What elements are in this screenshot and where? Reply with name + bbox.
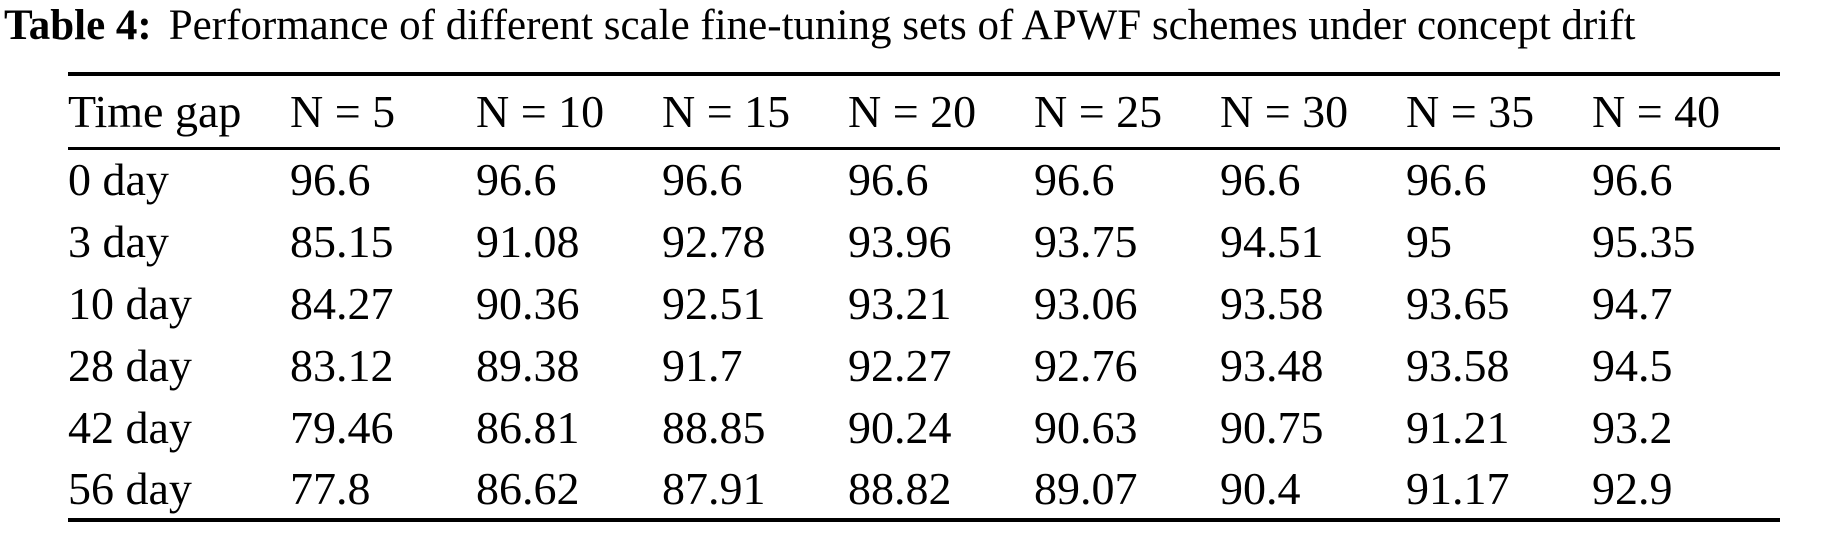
table-cell: 92.27 [848,339,952,391]
table-cell: 77.8 [290,462,371,514]
table-cell: 88.82 [848,462,952,514]
table-cell: 91.7 [662,339,743,391]
table-caption-label: Table 4: [4,2,152,49]
column-header-n25: N = 25 [1034,85,1163,137]
table-cell: 91.17 [1406,462,1510,514]
table-caption: Table 4: Performance of different scale f… [4,0,1635,52]
table-cell: 93.58 [1406,339,1510,391]
column-header-n10: N = 10 [476,85,605,137]
table-cell: 93.48 [1220,339,1324,391]
table-cell: 87.91 [662,462,766,514]
column-header-time-gap: Time gap [68,85,242,137]
table-cell: 93.21 [848,277,952,329]
table-cell: 92.51 [662,277,766,329]
table-row: 10 day 84.27 90.36 92.51 93.21 93.06 93.… [68,272,1780,334]
column-header-n20: N = 20 [848,85,977,137]
table-cell: 93.96 [848,215,952,267]
table-cell: 96.6 [662,154,743,206]
table-cell: 84.27 [290,277,394,329]
row-label: 0 day [68,154,169,206]
table-row: 28 day 83.12 89.38 91.7 92.27 92.76 93.4… [68,334,1780,396]
table-cell: 95.35 [1592,215,1696,267]
table-cell: 91.21 [1406,401,1510,453]
table-cell: 96.6 [1220,154,1301,206]
column-header-n35: N = 35 [1406,85,1535,137]
table-cell: 93.65 [1406,277,1510,329]
column-header-n15: N = 15 [662,85,791,137]
table-cell: 85.15 [290,215,394,267]
table-cell: 94.7 [1592,277,1673,329]
table-cell: 90.24 [848,401,952,453]
table-cell: 93.06 [1034,277,1138,329]
table-cell: 92.9 [1592,462,1673,514]
table-cell: 93.2 [1592,401,1673,453]
header-row: Time gap N = 5 N = 10 N = 15 N = 20 N = … [68,74,1780,148]
table-cell: 96.6 [848,154,929,206]
row-label: 56 day [68,462,192,514]
table-cell: 96.6 [290,154,371,206]
performance-table: Time gap N = 5 N = 10 N = 15 N = 20 N = … [68,72,1780,522]
table-cell: 93.75 [1034,215,1138,267]
table-row: 0 day 96.6 96.6 96.6 96.6 96.6 96.6 96.6… [68,148,1780,210]
column-header-n5: N = 5 [290,85,396,137]
table-cell: 93.58 [1220,277,1324,329]
table-cell: 92.78 [662,215,766,267]
table-cell: 90.63 [1034,401,1138,453]
row-label: 3 day [68,215,169,267]
table-row: 42 day 79.46 86.81 88.85 90.24 90.63 90.… [68,396,1780,458]
row-label: 28 day [68,339,192,391]
table-cell: 95 [1406,215,1452,267]
table-cell: 90.36 [476,277,580,329]
table-cell: 96.6 [476,154,557,206]
table-cell: 96.6 [1034,154,1115,206]
table-cell: 88.85 [662,401,766,453]
column-header-n30: N = 30 [1220,85,1349,137]
row-label: 10 day [68,277,192,329]
table-cell: 90.4 [1220,462,1301,514]
row-label: 42 day [68,401,192,453]
table-cell: 92.76 [1034,339,1138,391]
table-cell: 79.46 [290,401,394,453]
table-cell: 94.51 [1220,215,1324,267]
table-cell: 86.62 [476,462,580,514]
table-cell: 89.07 [1034,462,1138,514]
table-row: 56 day 77.8 86.62 87.91 88.82 89.07 90.4… [68,458,1780,520]
table-cell: 91.08 [476,215,580,267]
table-cell: 86.81 [476,401,580,453]
table-row: 3 day 85.15 91.08 92.78 93.96 93.75 94.5… [68,210,1780,272]
table-cell: 96.6 [1592,154,1673,206]
table-cell: 83.12 [290,339,394,391]
table-cell: 90.75 [1220,401,1324,453]
table-cell: 94.5 [1592,339,1673,391]
table-cell: 89.38 [476,339,580,391]
column-header-n40: N = 40 [1592,85,1721,137]
table-cell: 96.6 [1406,154,1487,206]
table-caption-text: Performance of different scale fine-tuni… [168,2,1636,49]
